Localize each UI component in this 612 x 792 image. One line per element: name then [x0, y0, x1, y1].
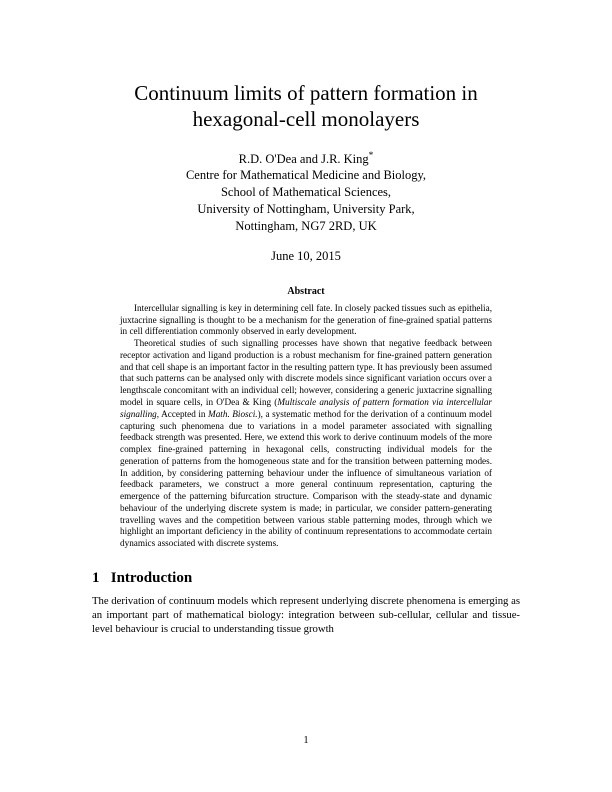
- abstract-heading: Abstract: [92, 286, 520, 297]
- affiliation-line-1: Centre for Mathematical Medicine and Bio…: [186, 168, 426, 182]
- publication-date: June 10, 2015: [92, 249, 520, 264]
- abstract-text-2b: , Accepted in: [157, 409, 208, 419]
- abstract-text-2c: ), a systematic method for the derivatio…: [120, 409, 492, 548]
- title-line-2: hexagonal-cell monolayers: [193, 107, 420, 131]
- abstract-paragraph-1: Intercellular signalling is key in deter…: [120, 303, 492, 338]
- authors-block: R.D. O'Dea and J.R. King* Centre for Mat…: [92, 151, 520, 235]
- author-names: R.D. O'Dea and J.R. King: [239, 152, 369, 166]
- section-heading-introduction: 1 Introduction: [92, 570, 520, 587]
- affiliation-line-4: Nottingham, NG7 2RD, UK: [235, 219, 376, 233]
- section-title: Introduction: [111, 570, 192, 586]
- corresponding-marker: *: [369, 150, 374, 160]
- introduction-body: The derivation of continuum models which…: [92, 595, 520, 637]
- abstract-paragraph-2: Theoretical studies of such signalling p…: [120, 338, 492, 550]
- affiliation-line-2: School of Mathematical Sciences,: [221, 185, 391, 199]
- paper-title: Continuum limits of pattern formation in…: [92, 80, 520, 133]
- title-line-1: Continuum limits of pattern formation in: [134, 81, 478, 105]
- section-number: 1: [92, 570, 100, 586]
- affiliation-line-3: University of Nottingham, University Par…: [197, 202, 414, 216]
- abstract-body: Intercellular signalling is key in deter…: [92, 303, 520, 550]
- abstract-italic-2: Math. Biosci.: [208, 409, 258, 419]
- intro-paragraph-1: The derivation of continuum models which…: [92, 595, 520, 637]
- page-container: Continuum limits of pattern formation in…: [0, 0, 612, 677]
- page-number: 1: [0, 735, 612, 746]
